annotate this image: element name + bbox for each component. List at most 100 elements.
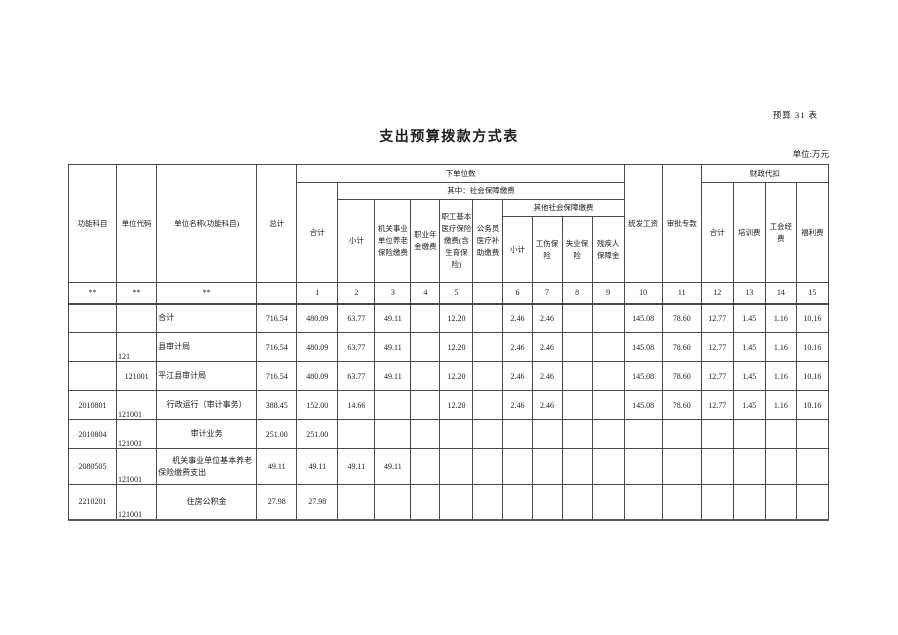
value-cell: 480.09 bbox=[296, 332, 339, 362]
value-cell: 49.11 bbox=[374, 448, 412, 485]
value-cell bbox=[591, 303, 625, 333]
column-index-cell: ** bbox=[116, 282, 158, 305]
column-index-cell: ** bbox=[67, 282, 118, 305]
value-cell bbox=[623, 448, 663, 485]
column-index-cell: 4 bbox=[410, 282, 441, 305]
value-cell: 1.16 bbox=[764, 303, 797, 333]
func-code-cell: 2010801 bbox=[67, 390, 118, 420]
value-cell bbox=[439, 448, 474, 485]
value-cell bbox=[661, 448, 702, 485]
unit-name-cell: 县审计局 bbox=[156, 332, 258, 362]
func-subject-header: 功能科目 bbox=[67, 164, 118, 283]
value-cell: 12.77 bbox=[700, 332, 734, 362]
column-index-cell: 10 bbox=[623, 282, 663, 305]
column-index-cell: 6 bbox=[502, 282, 533, 305]
training-fee-header: 培训费 bbox=[732, 182, 766, 283]
value-cell bbox=[732, 448, 766, 485]
value-cell bbox=[795, 484, 830, 521]
value-cell bbox=[700, 484, 734, 521]
value-cell bbox=[561, 332, 593, 362]
injury-insurance-header: 工伤保险 bbox=[531, 216, 563, 283]
column-index-cell: 9 bbox=[591, 282, 625, 305]
value-cell: 49.11 bbox=[256, 448, 298, 485]
value-cell bbox=[410, 332, 441, 362]
value-cell bbox=[502, 419, 533, 449]
value-cell bbox=[410, 484, 441, 521]
value-cell: 49.11 bbox=[337, 448, 376, 485]
value-cell bbox=[472, 448, 504, 485]
column-index-cell: 11 bbox=[661, 282, 702, 305]
value-cell: 716.54 bbox=[256, 303, 298, 333]
value-cell bbox=[374, 484, 412, 521]
value-cell bbox=[410, 419, 441, 449]
value-cell: 78.60 bbox=[661, 303, 702, 333]
column-index-cell: 12 bbox=[700, 282, 734, 305]
column-index-cell: ** bbox=[156, 282, 258, 305]
unit-name-cell: 住房公积金 bbox=[156, 484, 258, 521]
page-title: 支出预算拨款方式表 bbox=[379, 130, 519, 145]
value-cell: 2.46 bbox=[531, 390, 563, 420]
table-row: 2010804 121001 审计业务 251.00 251.00 bbox=[67, 419, 830, 449]
value-cell: 63.77 bbox=[337, 303, 376, 333]
value-cell bbox=[591, 419, 625, 449]
value-cell bbox=[795, 419, 830, 449]
value-cell: 10.16 bbox=[795, 390, 830, 420]
table-row: 合计 716.54 480.09 63.77 49.11 12.20 2.46 2.46 145… bbox=[67, 303, 830, 333]
value-cell: 27.98 bbox=[296, 484, 339, 521]
header-row-3: 小计 机关事业单位养老保险缴费 职业年金缴费 职工基本医疗保险缴费(含生育保险)… bbox=[69, 199, 829, 283]
func-code-cell bbox=[67, 303, 118, 333]
value-cell bbox=[561, 390, 593, 420]
value-cell bbox=[764, 419, 797, 449]
value-cell bbox=[732, 484, 766, 521]
header-row-4: 小计 工伤保险 失业保险 残疾人保障金 bbox=[69, 216, 829, 283]
value-cell bbox=[591, 390, 625, 420]
value-cell: 145.08 bbox=[623, 332, 663, 362]
value-cell: 2.46 bbox=[502, 361, 533, 391]
unified-salary-header: 统发工资 bbox=[623, 164, 663, 283]
value-cell: 716.54 bbox=[256, 332, 298, 362]
value-cell: 78.60 bbox=[661, 361, 702, 391]
value-cell: 12.20 bbox=[439, 390, 474, 420]
unit-name-cell: 机关事业单位基本养老保险缴费支出 bbox=[156, 448, 258, 485]
value-cell bbox=[591, 361, 625, 391]
value-cell bbox=[623, 419, 663, 449]
fiscal-withhold-group-header: 财政代扣 bbox=[700, 164, 830, 183]
value-cell: 12.20 bbox=[439, 361, 474, 391]
value-cell: 1.45 bbox=[732, 332, 766, 362]
social-subtotal-header: 小计 bbox=[337, 199, 376, 283]
column-index-cell: 15 bbox=[795, 282, 830, 305]
value-cell: 78.60 bbox=[661, 332, 702, 362]
unit-code-cell bbox=[116, 303, 158, 333]
table-row: 121001 平江县审计局 716.54 480.09 63.77 49.11 12.20 2… bbox=[67, 361, 830, 391]
unit-code-cell: 121001 bbox=[116, 448, 158, 485]
value-cell: 480.09 bbox=[296, 303, 339, 333]
unit-name-cell: 行政运行（审计事务） bbox=[156, 390, 258, 420]
column-index-cell: 7 bbox=[531, 282, 563, 305]
value-cell bbox=[531, 484, 563, 521]
grand-total-header: 总计 bbox=[256, 164, 298, 283]
value-cell: 10.16 bbox=[795, 332, 830, 362]
value-cell bbox=[439, 484, 474, 521]
value-cell bbox=[439, 419, 474, 449]
func-code-cell bbox=[67, 361, 118, 391]
index-row: ** ** ** 1 2 3 4 5 6 7 8 9 10 11 12 13 14 15 bbox=[67, 282, 830, 305]
unit-code-cell: 121001 bbox=[116, 390, 158, 420]
column-index-cell: 14 bbox=[764, 282, 797, 305]
union-fee-header: 工会经费 bbox=[764, 182, 797, 283]
unit-name-header: 单位名称(功能科目) bbox=[156, 164, 258, 283]
sheet-number-note: 预算 31 表 bbox=[772, 110, 818, 120]
value-cell bbox=[531, 448, 563, 485]
value-cell: 14.66 bbox=[337, 390, 376, 420]
column-index-cell: 13 bbox=[732, 282, 766, 305]
column-index-cell: 2 bbox=[337, 282, 376, 305]
value-cell bbox=[337, 484, 376, 521]
value-cell bbox=[531, 419, 563, 449]
value-cell: 63.77 bbox=[337, 361, 376, 391]
column-index-cell: 5 bbox=[439, 282, 474, 305]
value-cell: 10.16 bbox=[795, 303, 830, 333]
column-index-cell: 3 bbox=[374, 282, 412, 305]
social-security-group-header: 其中：社会保障缴费 bbox=[337, 182, 625, 200]
annuity-header: 职业年金缴费 bbox=[410, 199, 441, 283]
unit-note: 单位:万元 bbox=[792, 149, 829, 159]
